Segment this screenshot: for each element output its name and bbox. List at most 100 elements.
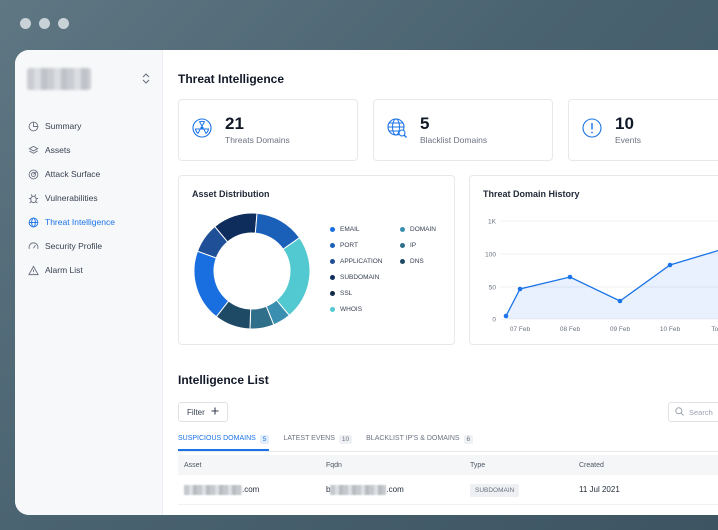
window-maximize-dot[interactable]: [58, 18, 69, 29]
sidebar-item-attack-surface[interactable]: Attack Surface: [27, 162, 150, 186]
app-window: Summary Assets Attack Surface Vulnerabil…: [15, 50, 718, 515]
page-title: Threat Intelligence: [178, 72, 285, 86]
globe-icon: [27, 216, 39, 228]
search-icon: [675, 406, 684, 418]
tab-blacklist[interactable]: BLACKLIST IP'S & DOMAINS 6: [366, 432, 474, 451]
sidebar-item-security-profile[interactable]: Security Profile: [27, 234, 150, 258]
sidebar-item-assets[interactable]: Assets: [27, 138, 150, 162]
asset-donut-chart: [193, 212, 311, 330]
stat-label: Threats Domains: [225, 135, 290, 145]
pie-chart-icon: [27, 120, 39, 132]
sidebar-item-threat-intelligence[interactable]: Threat Intelligence: [27, 210, 150, 234]
legend-label: PORT: [340, 242, 358, 249]
tab-label: BLACKLIST IP'S & DOMAINS: [366, 435, 460, 442]
cell-type: SUBDOMAIN: [464, 484, 573, 497]
data-point[interactable]: [517, 286, 523, 292]
donut-segment[interactable]: [275, 237, 311, 317]
cell-fqdn: b .com: [320, 484, 464, 495]
window-controls: [20, 18, 69, 29]
donut-segment[interactable]: [193, 250, 230, 318]
legend-dot: [330, 227, 335, 232]
data-point[interactable]: [617, 298, 623, 304]
tab-suspicious-domains[interactable]: SUSPICIOUS DOMAINS 5: [178, 432, 270, 451]
legend-item-whois: WHOIS: [330, 306, 362, 313]
stat-card-events[interactable]: 10 Events: [568, 99, 718, 161]
data-point[interactable]: [503, 313, 509, 319]
legend-label: EMAIL: [340, 226, 360, 233]
y-tick-label: 1K: [488, 219, 497, 226]
sidebar-item-summary[interactable]: Summary: [27, 114, 150, 138]
legend-item-port: PORT: [330, 242, 358, 249]
intelligence-list-title: Intelligence List: [178, 373, 269, 387]
tab-count-badge: 5: [259, 435, 270, 444]
cell-created: 11 Jul 2021: [579, 485, 620, 494]
sidebar-item-label: Attack Surface: [45, 169, 101, 179]
tab-label: SUSPICIOUS DOMAINS: [178, 435, 256, 442]
legend-dot: [330, 307, 335, 312]
filter-label: Filter: [187, 407, 205, 417]
list-tabs: SUSPICIOUS DOMAINS 5 LATEST EVENS 10 BLA…: [178, 432, 718, 452]
legend-dot: [330, 275, 335, 280]
workspace-name-redacted: [27, 68, 91, 90]
type-badge: SUBDOMAIN: [470, 484, 520, 497]
redacted-text: [184, 484, 242, 495]
sidebar: Summary Assets Attack Surface Vulnerabil…: [15, 50, 163, 515]
chevron-updown-icon[interactable]: [142, 72, 150, 86]
legend-dot: [330, 243, 335, 248]
fqdn-suffix: .com: [386, 484, 404, 494]
stat-card-threat-domains[interactable]: 21 Threats Domains: [178, 99, 358, 161]
warning-icon: [27, 264, 39, 276]
stat-label: Blacklist Domains: [420, 135, 488, 145]
legend-dot: [400, 259, 405, 264]
legend-item-domain: DOMAIN: [400, 226, 436, 233]
y-tick-label: 0: [492, 317, 496, 324]
x-tick-label: 09 Feb: [610, 326, 631, 333]
legend-label: DOMAIN: [410, 226, 436, 233]
y-tick-label: 100: [485, 252, 496, 259]
sidebar-item-label: Alarm List: [45, 265, 83, 275]
stats-row: 21 Threats Domains 5 Blacklist Domains: [178, 99, 718, 161]
intelligence-table: Asset Fqdn Type Created .com b .com SUBDO…: [178, 455, 718, 505]
alert-circle-icon: [581, 117, 603, 144]
column-header-asset[interactable]: Asset: [184, 461, 202, 469]
column-header-fqdn[interactable]: Fqdn: [326, 461, 342, 469]
stat-value: 10: [615, 114, 634, 133]
legend-label: DNS: [410, 258, 424, 265]
tab-latest-events[interactable]: LATEST EVENS 10: [283, 432, 353, 451]
x-tick-label: 10 Feb: [660, 326, 681, 333]
data-point[interactable]: [667, 262, 673, 268]
sidebar-item-label: Threat Intelligence: [45, 217, 115, 227]
donut-segment[interactable]: [196, 225, 229, 259]
sidebar-item-label: Summary: [45, 121, 82, 131]
plus-icon: [211, 407, 219, 417]
main-content: Threat Intelligence 21 Threats Domains 5…: [163, 50, 718, 515]
legend-item-application: APPLICATION: [330, 258, 383, 265]
column-header-created[interactable]: Created: [579, 461, 604, 469]
stat-card-blacklist-domains[interactable]: 5 Blacklist Domains: [373, 99, 553, 161]
filter-button[interactable]: Filter: [178, 402, 228, 422]
asset-suffix: .com: [242, 484, 260, 494]
x-tick-label: Today: [711, 326, 718, 333]
table-row[interactable]: .com b .com SUBDOMAIN 11 Jul 2021: [178, 475, 718, 505]
sidebar-item-label: Assets: [45, 145, 71, 155]
legend-dot: [400, 227, 405, 232]
legend-item-dns: DNS: [400, 258, 424, 265]
table-header: Asset Fqdn Type Created: [178, 455, 718, 475]
sidebar-item-alarm-list[interactable]: Alarm List: [27, 258, 150, 282]
legend-dot: [330, 259, 335, 264]
threat-history-title: Threat Domain History: [483, 189, 580, 199]
asset-distribution-panel: Asset Distribution EMAIL DOMAIN PORT IP …: [178, 175, 455, 345]
window-minimize-dot[interactable]: [39, 18, 50, 29]
x-tick-label: 07 Feb: [510, 326, 531, 333]
sidebar-item-vulnerabilities[interactable]: Vulnerabilities: [27, 186, 150, 210]
legend-label: IP: [410, 242, 417, 249]
column-header-type[interactable]: Type: [470, 461, 486, 469]
data-point[interactable]: [567, 274, 573, 280]
legend-item-email: EMAIL: [330, 226, 360, 233]
search-input[interactable]: Search: [668, 402, 718, 422]
tab-count-badge: 6: [463, 435, 474, 444]
workspace-switcher[interactable]: [27, 68, 150, 90]
stat-value: 21: [225, 114, 244, 133]
window-close-dot[interactable]: [20, 18, 31, 29]
stat-label: Events: [615, 135, 641, 145]
